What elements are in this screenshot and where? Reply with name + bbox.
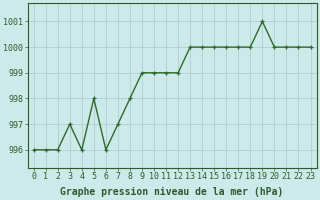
X-axis label: Graphe pression niveau de la mer (hPa): Graphe pression niveau de la mer (hPa): [60, 186, 284, 197]
